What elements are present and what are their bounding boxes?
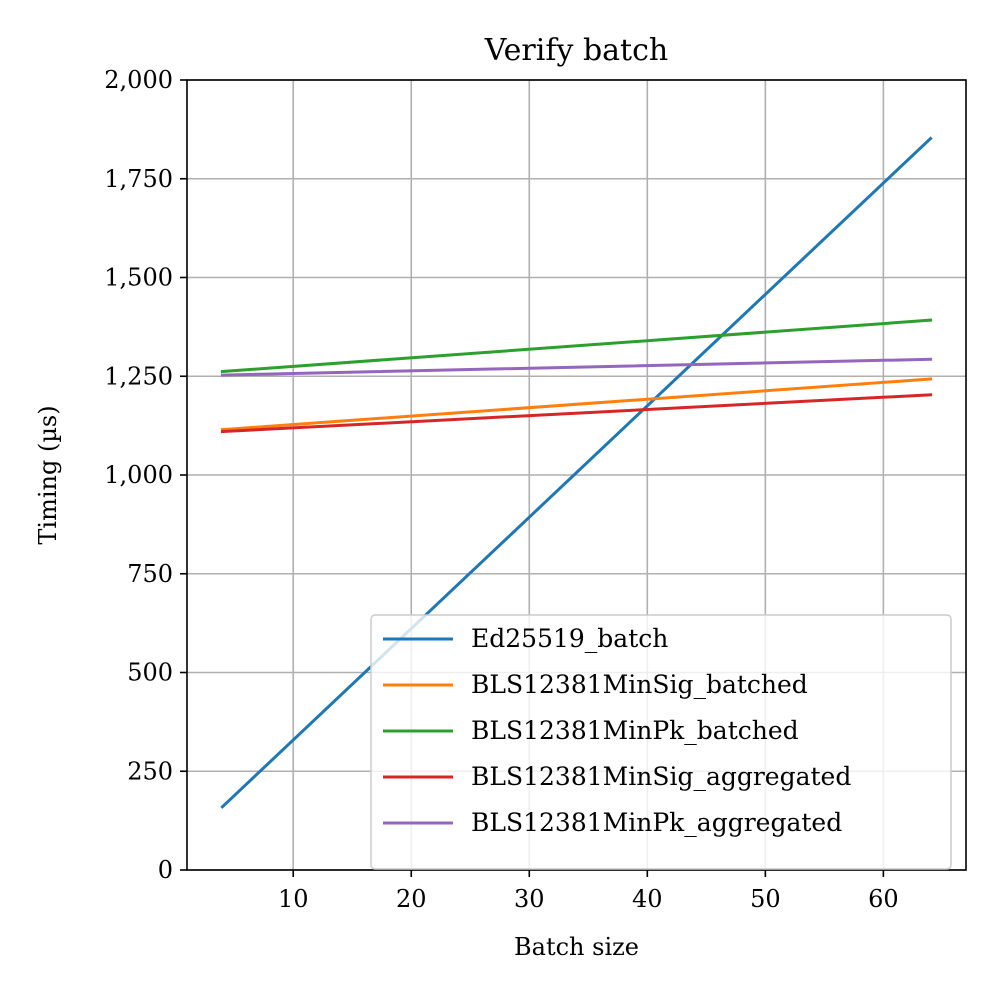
x-tick-label: 30	[514, 885, 545, 913]
series-line-Ed25519_batch	[220, 136, 933, 809]
y-axis-label: Timing (µs)	[34, 405, 62, 544]
x-tick-label: 10	[278, 885, 309, 913]
series-line-BLS12381MinPk_batched	[220, 318, 933, 374]
legend-label: BLS12381MinPk_aggregated	[471, 808, 842, 837]
y-tick-label: 0	[158, 856, 173, 884]
y-tick-label: 500	[127, 659, 173, 687]
x-tick-label: 20	[396, 885, 427, 913]
x-tick-label: 50	[750, 885, 781, 913]
y-tick-label: 2,000	[104, 66, 173, 94]
y-tick-label: 1,750	[104, 165, 173, 193]
x-axis-label: Batch size	[514, 933, 639, 961]
y-tick-label: 1,500	[104, 264, 173, 292]
x-tick-label: 40	[632, 885, 663, 913]
y-tick-label: 1,250	[104, 362, 173, 390]
y-tick-label: 250	[127, 757, 173, 785]
legend-label: Ed25519_batch	[471, 624, 668, 653]
series-line-BLS12381MinSig_batched	[220, 377, 933, 432]
legend-label: BLS12381MinSig_batched	[471, 670, 808, 699]
series-line-BLS12381MinSig_aggregated	[220, 393, 933, 434]
legend-label: BLS12381MinPk_batched	[471, 716, 799, 745]
axis-ticks: 10 20 30 40 50 60 0 250 500 750 1,000 1,250 1,500 1,7…	[104, 66, 898, 913]
legend-label: BLS12381MinSig_aggregated	[471, 762, 851, 791]
series-line-BLS12381MinPk_aggregated	[220, 357, 933, 377]
series-lines	[220, 136, 933, 809]
chart-title: Verify batch	[484, 33, 668, 68]
y-tick-label: 1,000	[104, 461, 173, 489]
x-tick-label: 60	[868, 885, 899, 913]
legend-box	[370, 614, 952, 870]
legend: Ed25519_batch BLS12381MinSig_batched BLS12…	[370, 614, 952, 870]
y-tick-label: 750	[127, 560, 173, 588]
